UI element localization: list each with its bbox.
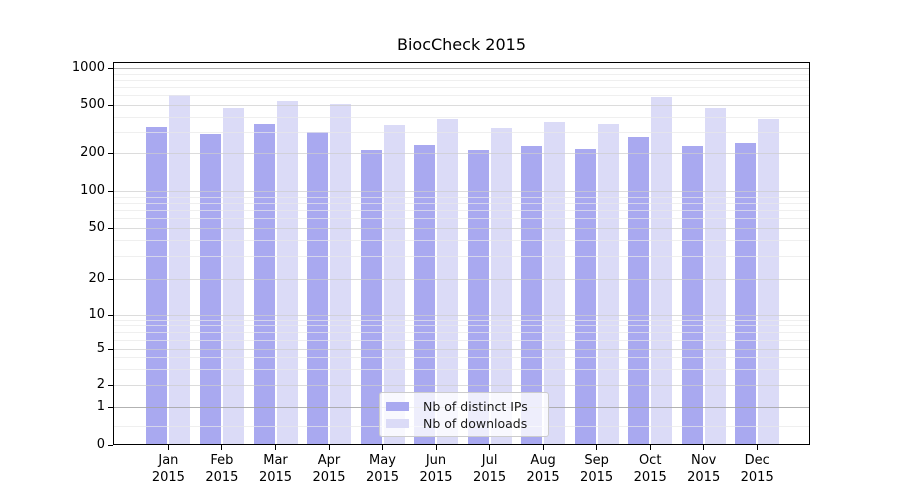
y-tick-mark bbox=[108, 407, 113, 408]
legend-item-distinct-ips: Nb of distinct IPs bbox=[386, 398, 540, 414]
bar-distinct-ips-jan bbox=[146, 126, 168, 445]
legend-item-downloads: Nb of downloads bbox=[386, 415, 540, 431]
bar-downloads-jan bbox=[169, 95, 191, 445]
bar-downloads-oct bbox=[651, 97, 673, 445]
x-tick-label: Nov 2015 bbox=[687, 453, 721, 485]
bar-downloads-jul bbox=[490, 128, 512, 445]
y-tick-label: 200 bbox=[80, 145, 105, 160]
bar-downloads-mar bbox=[276, 100, 298, 445]
y-tick-label: 500 bbox=[80, 97, 105, 112]
y-tick-mark bbox=[108, 278, 113, 280]
x-tick-mark bbox=[382, 445, 383, 450]
y-tick-label: 20 bbox=[88, 270, 105, 286]
x-tick-mark bbox=[328, 445, 330, 450]
bar-downloads-sep bbox=[597, 123, 619, 445]
y-tick-mark bbox=[108, 314, 113, 316]
x-tick-label: Dec 2015 bbox=[740, 453, 774, 485]
legend-label-downloads: Nb of downloads bbox=[423, 415, 528, 431]
bar-distinct-ips-mar bbox=[253, 123, 275, 445]
y-tick-label: 0 bbox=[96, 437, 105, 452]
x-tick-mark bbox=[596, 445, 598, 450]
bar-distinct-ips-feb bbox=[199, 133, 221, 445]
bar-distinct-ips-apr bbox=[307, 131, 328, 445]
legend-swatch-downloads bbox=[386, 418, 409, 428]
bar-downloads-nov bbox=[704, 108, 726, 445]
bar-distinct-ips-nov bbox=[681, 145, 703, 445]
bar-distinct-ips-oct bbox=[628, 137, 650, 445]
bar-downloads-apr bbox=[330, 103, 351, 445]
bar-distinct-ips-jun bbox=[414, 144, 435, 445]
x-tick-mark bbox=[167, 445, 169, 450]
y-tick-mark bbox=[108, 68, 113, 69]
y-tick-label: 100 bbox=[80, 183, 105, 198]
legend-label-distinct-ips: Nb of distinct IPs bbox=[423, 398, 528, 414]
y-tick-label: 1000 bbox=[71, 60, 105, 75]
legend: Nb of distinct IPs Nb of downloads bbox=[379, 392, 549, 437]
x-tick-mark bbox=[542, 445, 544, 450]
bars-layer bbox=[113, 62, 810, 445]
bar-downloads-may bbox=[383, 125, 405, 445]
x-tick-label: Apr 2015 bbox=[312, 453, 346, 485]
bar-downloads-jun bbox=[437, 119, 458, 445]
x-tick-mark bbox=[489, 445, 491, 450]
y-tick-mark bbox=[108, 191, 113, 192]
x-tick-mark bbox=[275, 445, 276, 450]
x-tick-label: Mar 2015 bbox=[258, 453, 293, 485]
bar-downloads-dec bbox=[758, 119, 780, 445]
y-tick-label: 2 bbox=[96, 377, 105, 392]
plot-area: Nb of distinct IPs Nb of downloads bbox=[113, 62, 810, 445]
y-tick-mark bbox=[108, 153, 113, 154]
x-tick-label: Aug 2015 bbox=[526, 453, 560, 485]
x-tick-mark bbox=[703, 445, 705, 450]
bar-distinct-ips-dec bbox=[735, 143, 757, 445]
y-tick-mark bbox=[108, 445, 113, 446]
bar-distinct-ips-sep bbox=[574, 149, 596, 445]
y-tick-label: 1 bbox=[96, 399, 105, 414]
bar-distinct-ips-may bbox=[360, 150, 382, 445]
x-tick-mark bbox=[221, 445, 223, 450]
x-tick-label: Feb 2015 bbox=[205, 453, 239, 485]
bar-downloads-feb bbox=[222, 107, 244, 445]
x-tick-label: Jun 2015 bbox=[419, 453, 453, 485]
bar-distinct-ips-aug bbox=[521, 145, 543, 445]
y-tick-mark bbox=[108, 348, 113, 350]
legend-swatch-distinct-ips bbox=[386, 401, 409, 411]
x-tick-label: May 2015 bbox=[365, 453, 400, 485]
x-tick-mark bbox=[435, 445, 437, 450]
y-tick-label: 50 bbox=[88, 220, 105, 235]
chart-title: BiocCheck 2015 bbox=[396, 35, 527, 54]
x-tick-label: Jul 2015 bbox=[473, 453, 507, 485]
y-tick-label: 5 bbox=[96, 340, 105, 356]
x-tick-mark bbox=[756, 445, 758, 450]
y-tick-mark bbox=[108, 385, 113, 386]
y-tick-label: 10 bbox=[88, 306, 105, 322]
y-tick-mark bbox=[108, 228, 113, 229]
x-tick-label: Sep 2015 bbox=[580, 453, 614, 485]
bar-distinct-ips-jul bbox=[467, 150, 489, 445]
x-tick-label: Jan 2015 bbox=[151, 453, 185, 485]
x-tick-label: Oct 2015 bbox=[633, 453, 667, 485]
x-tick-mark bbox=[649, 445, 651, 450]
y-tick-mark bbox=[108, 105, 113, 106]
